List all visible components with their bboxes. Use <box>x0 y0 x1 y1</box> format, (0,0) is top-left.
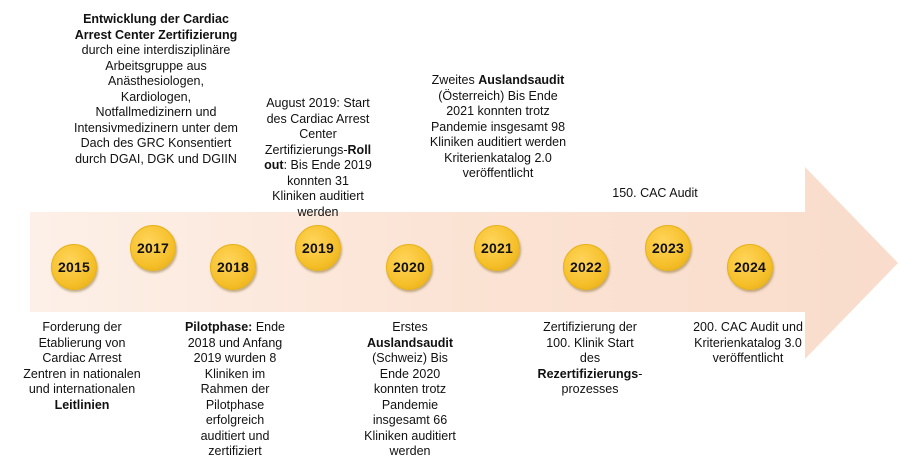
event-text: Ende 2018 und Anfang 2019 wurden 8 Klini… <box>187 320 286 458</box>
year-label: 2023 <box>652 240 684 256</box>
year-circle-2022: 2022 <box>563 244 609 290</box>
event-text: (Österreich) Bis Ende 2021 konnten trotz… <box>429 88 567 181</box>
event-text: : Bis Ende 2019 konnten 31 Kliniken audi… <box>272 158 372 219</box>
event-text: Zweites <box>431 73 479 87</box>
event-2024: 200. CAC Audit und Kriterienkatalog 3.0 … <box>690 320 806 367</box>
year-circle-2018: 2018 <box>210 244 256 290</box>
year-label: 2017 <box>137 240 169 256</box>
event-text-bold: Entwicklung der Cardiac Arrest Center Ze… <box>74 12 238 42</box>
event-text-bold: Auslandsaudit <box>366 335 454 350</box>
year-label: 2015 <box>58 259 90 275</box>
event-text: Forderung der Etablierung von Cardiac Ar… <box>23 320 141 396</box>
year-label: 2020 <box>393 259 425 275</box>
event-text-bold: Rezertifizierungs <box>537 366 639 381</box>
event-text-bold: Auslandsaudit <box>478 73 565 87</box>
event-2020: Erstes Auslandsaudit (Schweiz) Bis Ende … <box>364 320 456 460</box>
event-2019: August 2019: Start des Cardiac Arrest Ce… <box>264 96 372 220</box>
event-text: Zertifizierung der 100. Klinik Start des <box>543 320 637 365</box>
event-text: Erstes <box>392 320 428 334</box>
year-circle-2020: 2020 <box>386 244 432 290</box>
event-text: durch eine interdisziplinäre Arbeitsgrup… <box>74 43 238 166</box>
event-text: (Schweiz) Bis Ende 2020 konnten trotz Pa… <box>364 351 456 458</box>
year-label: 2024 <box>734 259 766 275</box>
year-circle-2021: 2021 <box>474 225 520 271</box>
event-2015: Forderung der Etablierung von Cardiac Ar… <box>22 320 142 413</box>
year-circle-2019: 2019 <box>295 225 341 271</box>
event-2023: 150. CAC Audit <box>600 186 710 202</box>
event-text-bold: Roll out <box>264 142 372 173</box>
year-label: 2018 <box>217 259 249 275</box>
event-2017: Entwicklung der Cardiac Arrest Center Ze… <box>72 12 240 167</box>
event-text: 200. CAC Audit und Kriterienkatalog 3.0 … <box>693 320 803 365</box>
event-2018: Pilotphase: Ende 2018 und Anfang 2019 wu… <box>182 320 288 460</box>
event-text: August 2019: Start des Cardiac Arrest Ce… <box>264 96 370 157</box>
year-label: 2019 <box>302 240 334 256</box>
year-circle-2017: 2017 <box>130 225 176 271</box>
event-2021: Zweites Auslandsaudit (Österreich) Bis E… <box>428 73 568 182</box>
year-circle-2023: 2023 <box>645 225 691 271</box>
year-circle-2015: 2015 <box>51 244 97 290</box>
event-text: 150. CAC Audit <box>612 186 698 200</box>
event-text-bold: Pilotphase: <box>184 320 253 334</box>
event-text-bold: Leitlinien <box>54 397 110 412</box>
event-2022: Zertifizierung der 100. Klinik Start des… <box>536 320 644 398</box>
event-text: -prozesses <box>561 366 643 397</box>
year-label: 2022 <box>570 259 602 275</box>
year-circle-2024: 2024 <box>727 244 773 290</box>
year-label: 2021 <box>481 240 513 256</box>
